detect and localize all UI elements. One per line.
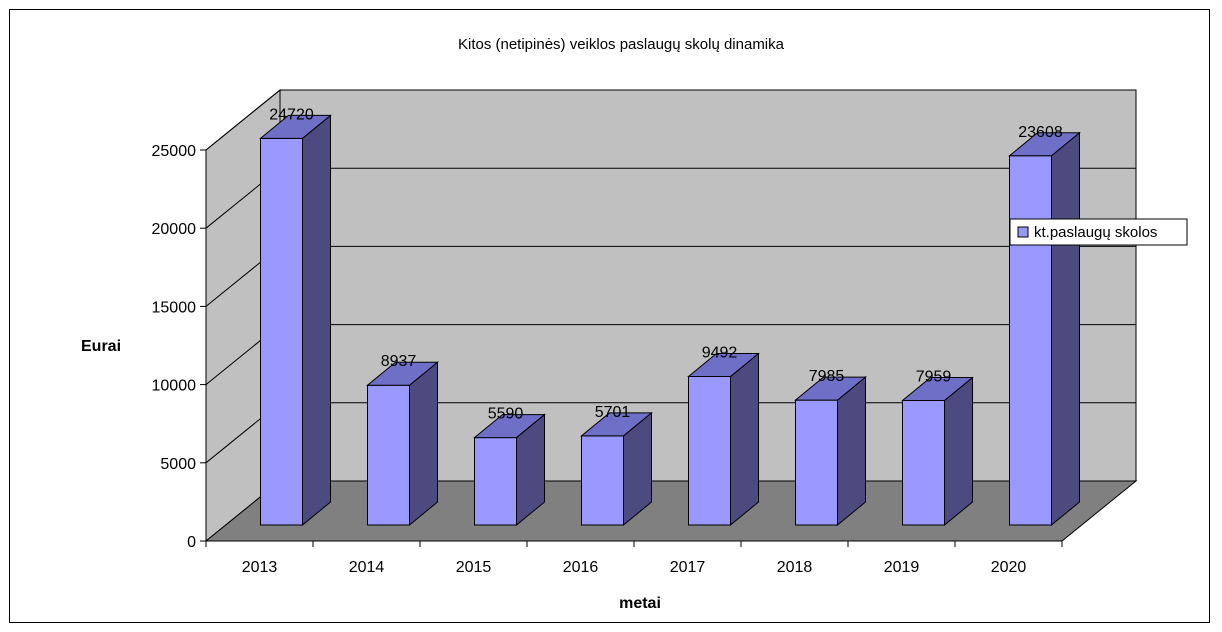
y-axis-title: Eurai <box>81 338 121 355</box>
floor <box>204 480 1138 542</box>
chart-title: Kitos (netipinės) veiklos paslaugų skolų… <box>458 36 785 53</box>
bar-top <box>259 114 332 139</box>
x-tick-label: 2013 <box>242 559 278 576</box>
chart-data-labels: 24720 8937 5590 5701 9492 7985 7959 23608 <box>269 106 1063 422</box>
bar-side <box>730 352 759 527</box>
bar-front <box>474 437 517 526</box>
y-tick-label: 5000 <box>160 456 196 473</box>
chart-axes: 0 5000 10000 15000 20000 25000 2013 2014 2015 201… <box>152 143 1063 576</box>
x-axis-title: metai <box>619 595 661 612</box>
bar-front <box>581 435 624 526</box>
x-tick-label: 2019 <box>884 559 920 576</box>
y-tick-label: 20000 <box>152 221 197 238</box>
bar-front <box>688 376 731 526</box>
data-label: 24720 <box>269 106 314 123</box>
y-tick-label: 25000 <box>152 143 197 160</box>
bar-front <box>1009 155 1052 526</box>
bar-side <box>837 376 866 527</box>
legend-label: kt.paslaugų skolos <box>1034 224 1157 241</box>
data-label: 23608 <box>1018 124 1063 141</box>
data-label: 5701 <box>595 404 631 421</box>
x-tick-label: 2014 <box>349 559 385 576</box>
chart-walls <box>204 88 1138 543</box>
data-label: 5590 <box>488 406 524 423</box>
x-tick-label: 2017 <box>670 559 706 576</box>
gridline-side <box>205 89 281 151</box>
legend: kt.paslaugų skolos <box>1009 218 1188 246</box>
data-label: 7985 <box>809 368 845 385</box>
data-label: 8937 <box>381 353 417 370</box>
bar-side <box>1051 131 1080 527</box>
x-tick-label: 2018 <box>777 559 813 576</box>
chart-svg: Kitos (netipinės) veiklos paslaugų skolų… <box>81 36 1188 612</box>
bar-front <box>902 400 945 526</box>
bar-top <box>366 361 439 386</box>
x-tick-label: 2015 <box>456 559 492 576</box>
y-tick-label: 15000 <box>152 299 197 316</box>
bar-front <box>260 137 303 526</box>
bar-top <box>580 412 653 437</box>
x-tick-label: 2020 <box>991 559 1027 576</box>
bar-top <box>901 377 974 402</box>
bar-top <box>1008 132 1081 157</box>
bar-side <box>409 361 438 527</box>
chart-frame: Kitos (netipinės) veiklos paslaugų skolų… <box>9 9 1210 623</box>
bar-top <box>687 353 760 378</box>
data-label: 7959 <box>916 369 952 386</box>
bar-front <box>795 399 838 526</box>
y-tick-label: 0 <box>187 534 196 551</box>
legend-box <box>1009 218 1188 246</box>
bar-front <box>367 384 410 526</box>
bar-top <box>473 414 546 439</box>
bar-side <box>302 114 331 527</box>
data-label: 9492 <box>702 345 738 362</box>
bar-side <box>944 376 973 527</box>
x-tick-label: 2016 <box>563 559 599 576</box>
y-tick-label: 10000 <box>152 378 197 395</box>
legend-swatch <box>1017 226 1029 238</box>
bar-top <box>794 376 867 401</box>
